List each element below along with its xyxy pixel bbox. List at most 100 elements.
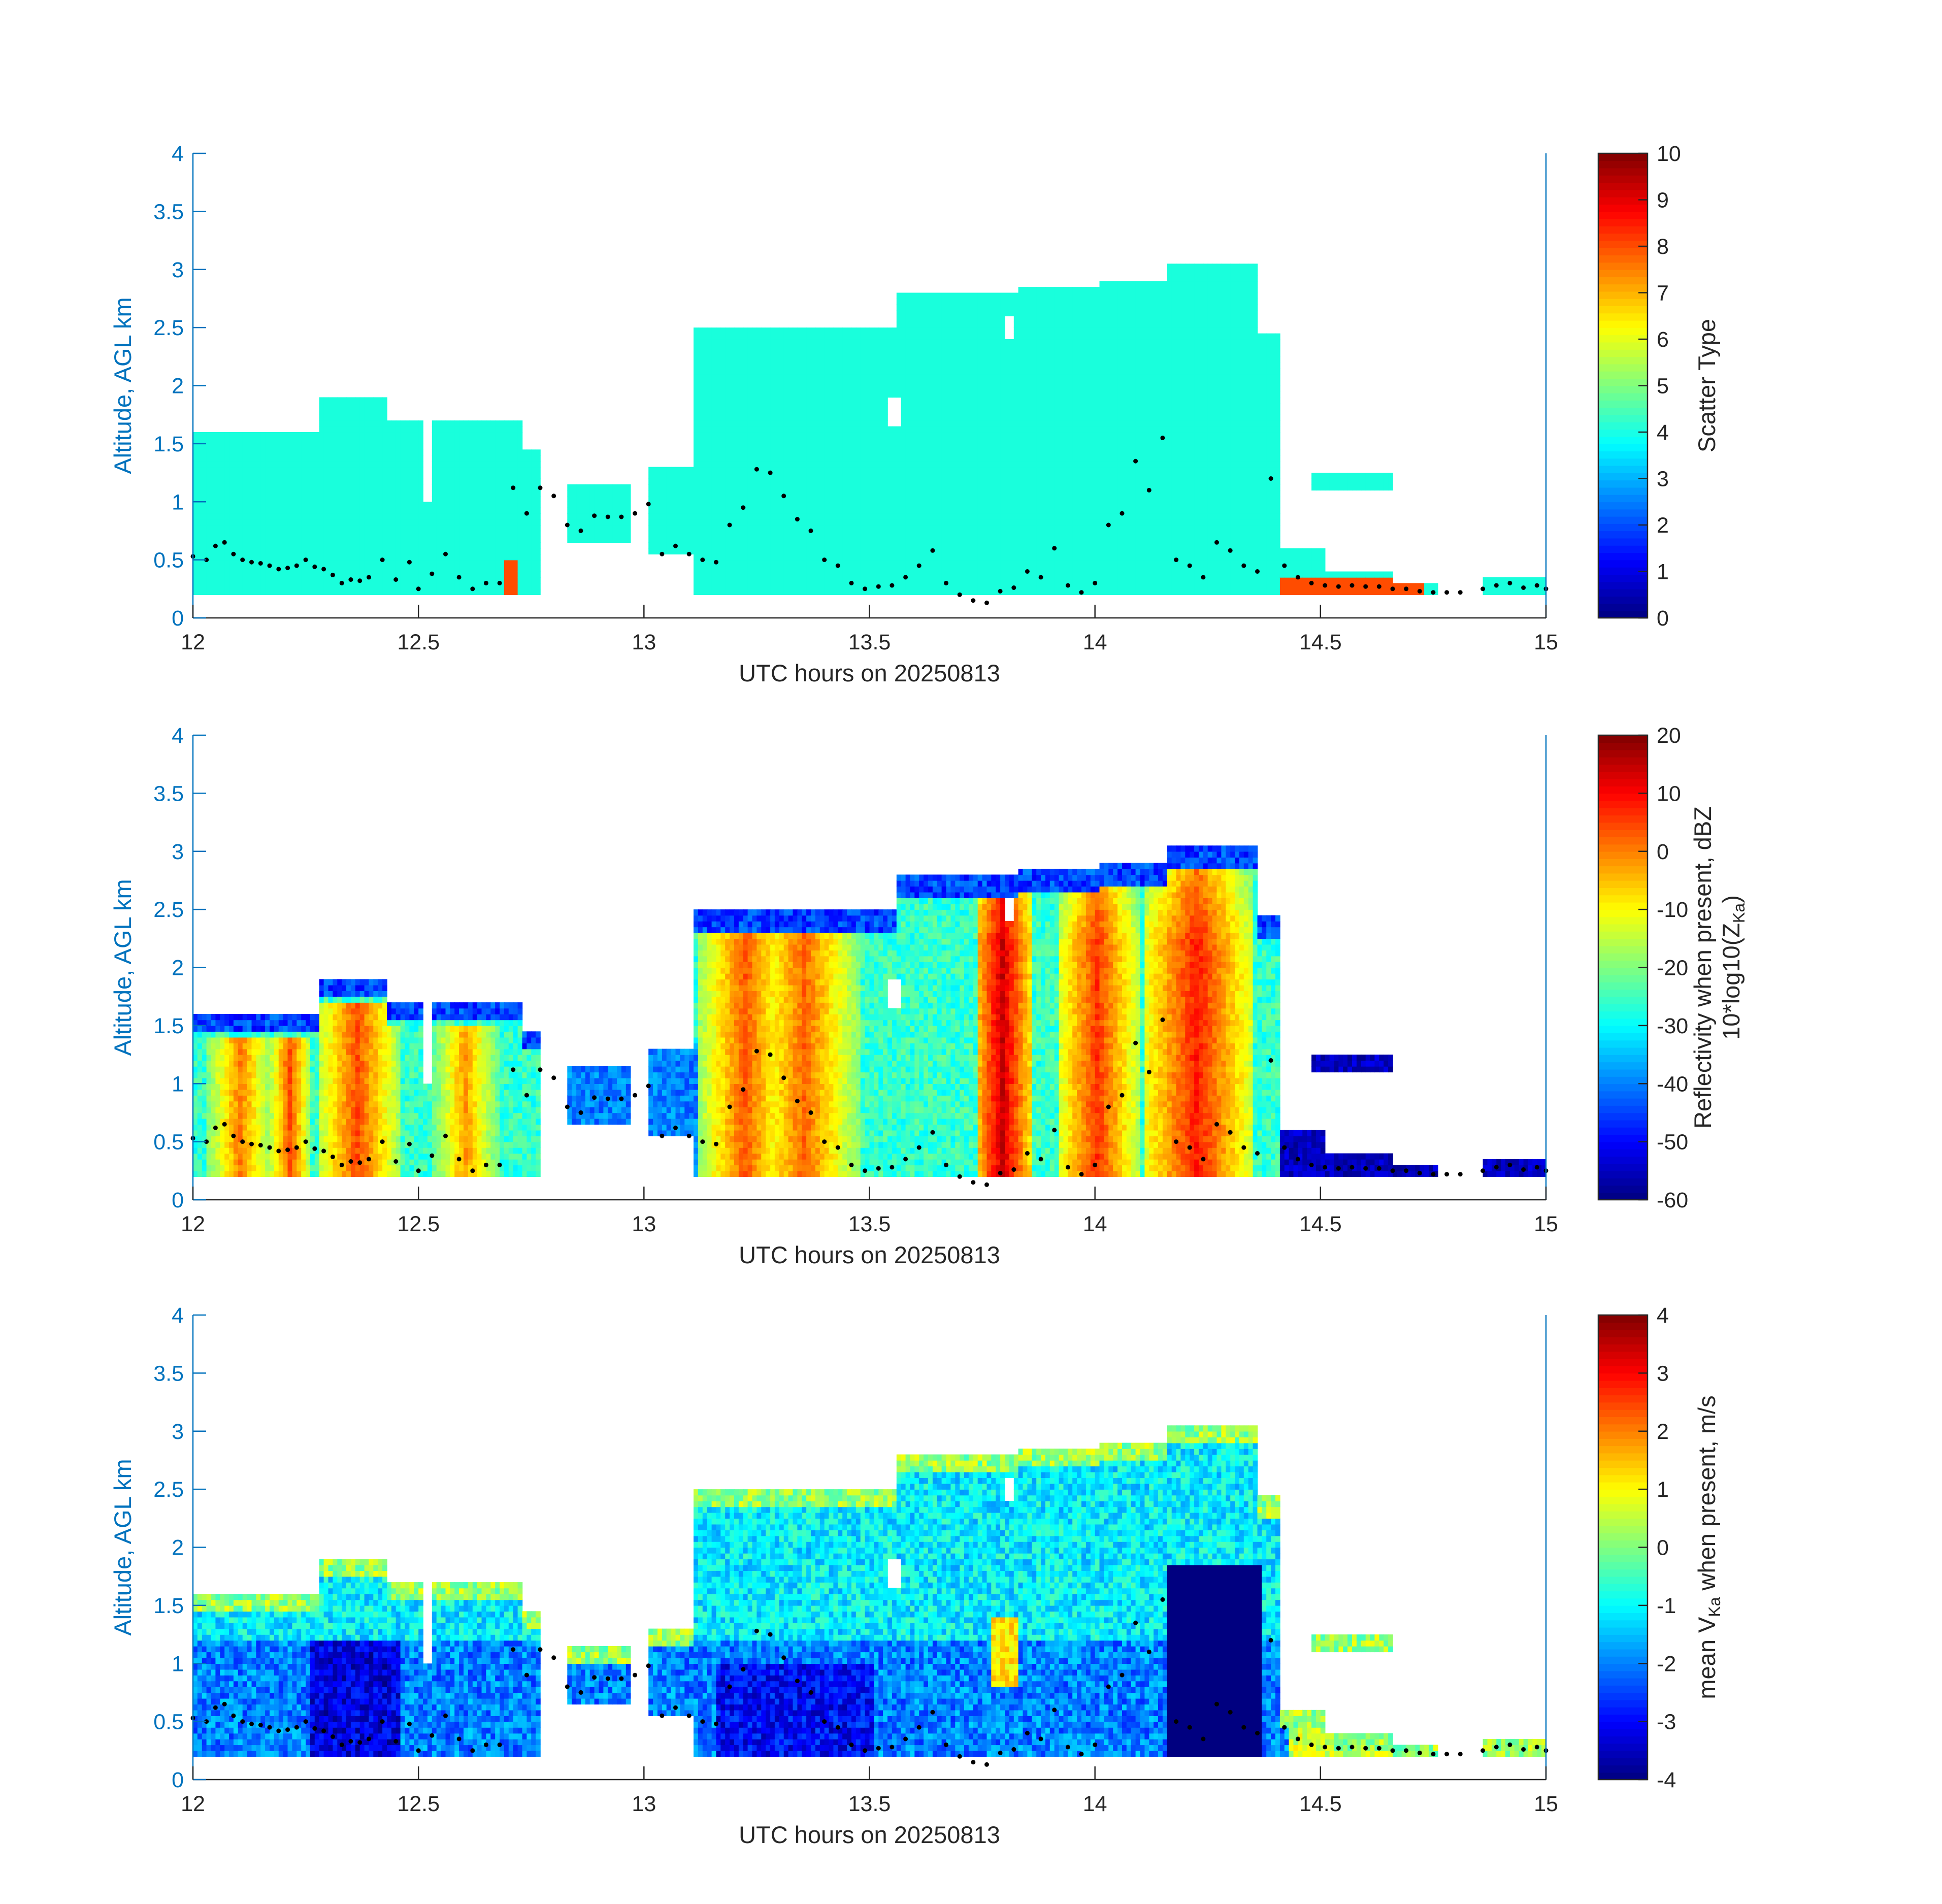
heatmap-cell: [919, 316, 924, 322]
heatmap-cell: [490, 508, 496, 514]
heatmap-cell: [473, 461, 478, 467]
heatmap-cell: [730, 368, 735, 374]
heatmap-cell: [252, 577, 257, 583]
heatmap-cell: [725, 386, 730, 392]
heatmap-cell: [238, 577, 243, 583]
heatmap-cell: [698, 484, 703, 490]
heatmap-cell: [748, 438, 753, 444]
heatmap-cell: [797, 577, 802, 583]
heatmap-cell: [495, 479, 500, 485]
heatmap-cell: [919, 327, 924, 334]
heatmap-cell: [477, 525, 482, 531]
heatmap-cell: [662, 502, 667, 508]
heatmap-cell: [815, 467, 820, 473]
heatmap-cell: [924, 420, 929, 426]
heatmap-cell: [883, 479, 888, 485]
heatmap-cell: [224, 508, 229, 514]
heatmap-cell: [802, 537, 807, 543]
heatmap-cell: [382, 490, 387, 496]
heatmap-cell: [743, 548, 748, 554]
heatmap-cell: [887, 380, 893, 386]
heatmap-cell: [504, 572, 509, 578]
heatmap-cell: [924, 339, 929, 345]
heatmap-cell: [861, 560, 866, 566]
heatmap-cell: [270, 542, 275, 548]
heatmap-cell: [910, 310, 915, 316]
heatmap-cell: [617, 531, 622, 537]
heatmap-cell: [202, 566, 207, 572]
heatmap-cell: [518, 449, 523, 455]
heatmap-cell: [865, 484, 870, 490]
heatmap-cell: [865, 415, 870, 421]
heatmap-cell: [676, 508, 681, 514]
heatmap-cell: [906, 415, 911, 421]
heatmap-cell: [378, 455, 383, 462]
heatmap-cell: [220, 484, 225, 490]
heatmap-cell: [689, 467, 694, 473]
heatmap-cell: [441, 479, 446, 485]
heatmap-cell: [500, 432, 505, 438]
heatmap-cell: [883, 363, 888, 369]
heatmap-cell: [924, 508, 929, 514]
heatmap-cell: [756, 409, 762, 415]
heatmap-cell: [901, 589, 906, 595]
heatmap-cell: [427, 513, 433, 519]
heatmap-cell: [707, 461, 712, 467]
heatmap-cell: [391, 502, 397, 508]
heatmap-cell: [328, 560, 334, 566]
heatmap-cell: [825, 420, 830, 426]
heatmap-cell: [892, 438, 897, 444]
heatmap-cell: [770, 444, 775, 450]
heatmap-cell: [274, 455, 279, 462]
heatmap-cell: [820, 403, 825, 409]
heatmap-cell: [815, 519, 820, 526]
heatmap-cell: [897, 432, 902, 438]
heatmap-cell: [725, 513, 730, 519]
heatmap-cell: [766, 519, 771, 526]
heatmap-cell: [779, 519, 784, 526]
heatmap-cell: [874, 461, 879, 467]
heatmap-cell: [870, 356, 875, 363]
heatmap-cell: [414, 444, 419, 450]
heatmap-cell: [684, 490, 689, 496]
heatmap-cell: [883, 327, 888, 334]
heatmap-cell: [730, 391, 735, 398]
heatmap-cell: [518, 467, 523, 473]
heatmap-cell: [797, 374, 802, 380]
heatmap-cell: [901, 316, 906, 322]
heatmap-cell: [288, 583, 293, 589]
heatmap-cell: [766, 391, 771, 398]
heatmap-cell: [775, 461, 780, 467]
heatmap-cell: [473, 542, 478, 548]
heatmap-cell: [405, 449, 410, 455]
heatmap-cell: [648, 490, 653, 496]
heatmap-cell: [892, 345, 897, 351]
heatmap-cell: [919, 386, 924, 392]
heatmap-cell: [743, 577, 748, 583]
heatmap-cell: [337, 525, 342, 531]
heatmap-cell: [292, 513, 297, 519]
heatmap-cell: [319, 548, 324, 554]
heatmap-cell: [694, 502, 699, 508]
heatmap-cell: [432, 531, 437, 537]
heatmap-cell: [833, 368, 838, 374]
heatmap-cell: [382, 461, 387, 467]
heatmap-cell: [910, 479, 915, 485]
heatmap-cell: [595, 519, 600, 526]
heatmap-cell: [360, 589, 365, 595]
heatmap-cell: [306, 484, 311, 490]
heatmap-cell: [770, 397, 775, 403]
heatmap-cell: [486, 548, 491, 554]
heatmap-cell: [193, 525, 198, 531]
heatmap-cell: [924, 467, 929, 473]
heatmap-cell: [509, 537, 514, 543]
heatmap-cell: [739, 484, 744, 490]
heatmap-cell: [829, 479, 834, 485]
heatmap-cell: [342, 455, 347, 462]
heatmap-cell: [437, 542, 442, 548]
heatmap-cell: [901, 484, 906, 490]
heatmap-cell: [328, 566, 334, 572]
heatmap-cell: [698, 531, 703, 537]
heatmap-cell: [756, 363, 762, 369]
heatmap-cell: [414, 531, 419, 537]
